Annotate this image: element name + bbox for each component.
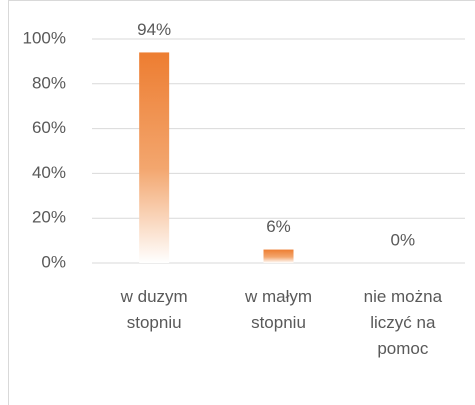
y-tick-label: 0%	[41, 252, 66, 271]
bar	[139, 52, 170, 263]
y-tick-label: 80%	[32, 73, 66, 92]
data-label: 0%	[391, 230, 416, 249]
bar	[263, 249, 294, 263]
chart-border	[8, 0, 475, 405]
y-tick-label: 100%	[23, 28, 66, 47]
data-label: 6%	[266, 217, 291, 236]
data-label: 94%	[137, 20, 171, 39]
x-tick-label: nie można liczyć na pomoc	[363, 287, 443, 358]
x-tick-label: w duzym stopniu	[120, 287, 188, 332]
y-tick-label: 60%	[32, 118, 66, 137]
y-tick-label: 20%	[32, 208, 66, 227]
y-tick-label: 40%	[32, 163, 66, 182]
x-tick-label: w małym stopniu	[244, 287, 313, 332]
